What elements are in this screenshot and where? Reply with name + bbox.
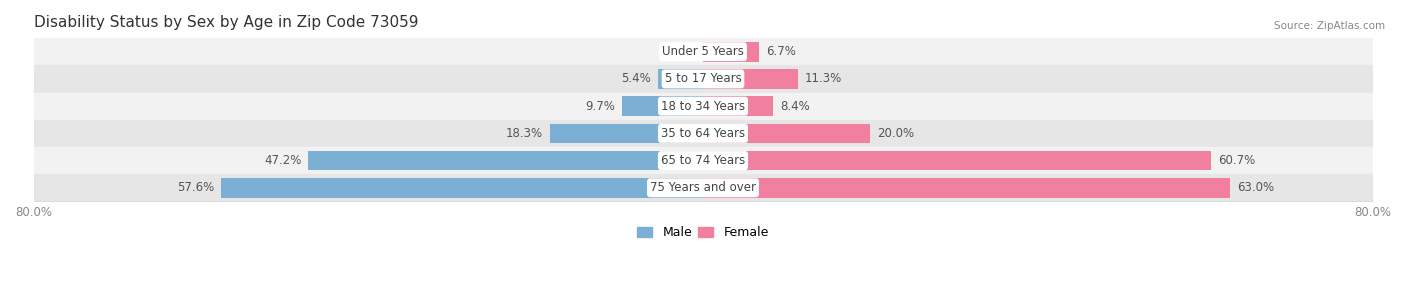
Bar	[221, 178, 703, 198]
Bar	[621, 96, 703, 116]
Text: 0.0%: 0.0%	[665, 45, 695, 58]
Bar	[34, 147, 1372, 174]
Text: 63.0%: 63.0%	[1237, 181, 1274, 194]
Text: 20.0%: 20.0%	[877, 127, 914, 140]
Bar	[658, 69, 703, 89]
Bar	[34, 38, 1372, 65]
Text: 60.7%: 60.7%	[1218, 154, 1256, 167]
Text: Under 5 Years: Under 5 Years	[662, 45, 744, 58]
Text: 18 to 34 Years: 18 to 34 Years	[661, 100, 745, 113]
Bar	[703, 69, 797, 89]
Bar	[34, 65, 1372, 92]
Bar	[34, 174, 1372, 201]
Text: 8.4%: 8.4%	[780, 100, 810, 113]
Text: 5 to 17 Years: 5 to 17 Years	[665, 72, 741, 85]
Bar	[703, 151, 1211, 170]
Bar	[703, 42, 759, 62]
Legend: Male, Female: Male, Female	[633, 221, 773, 244]
Text: 11.3%: 11.3%	[804, 72, 842, 85]
Bar	[34, 92, 1372, 120]
Text: 47.2%: 47.2%	[264, 154, 301, 167]
Text: 65 to 74 Years: 65 to 74 Years	[661, 154, 745, 167]
Text: 35 to 64 Years: 35 to 64 Years	[661, 127, 745, 140]
Text: 6.7%: 6.7%	[766, 45, 796, 58]
Text: Source: ZipAtlas.com: Source: ZipAtlas.com	[1274, 21, 1385, 31]
Bar	[308, 151, 703, 170]
Text: 57.6%: 57.6%	[177, 181, 214, 194]
Text: 75 Years and over: 75 Years and over	[650, 181, 756, 194]
Bar	[703, 124, 870, 143]
Bar	[550, 124, 703, 143]
Bar	[703, 96, 773, 116]
Text: Disability Status by Sex by Age in Zip Code 73059: Disability Status by Sex by Age in Zip C…	[34, 15, 418, 30]
Text: 18.3%: 18.3%	[506, 127, 543, 140]
Text: 5.4%: 5.4%	[621, 72, 651, 85]
Bar	[703, 178, 1230, 198]
Bar	[34, 120, 1372, 147]
Text: 9.7%: 9.7%	[585, 100, 616, 113]
